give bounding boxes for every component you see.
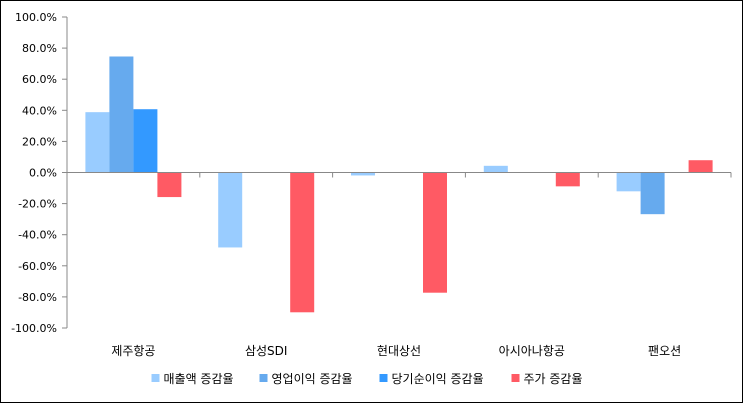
- bar: [423, 172, 447, 293]
- legend-label: 주가 증감율: [524, 372, 583, 386]
- y-tick-label: 60.0%: [22, 73, 57, 86]
- x-tick-label: 팬오션: [648, 344, 681, 358]
- legend-label: 영업이익 증감율: [272, 372, 353, 386]
- bar: [290, 172, 315, 313]
- legend-swatch: [379, 374, 388, 382]
- legend-swatch: [151, 374, 160, 382]
- bar: [133, 109, 158, 173]
- y-tick-label: 0.0%: [29, 167, 57, 180]
- bar: [85, 112, 110, 173]
- bars: [85, 56, 713, 313]
- legend-swatch: [259, 374, 268, 382]
- x-tick-label: 제주항공: [111, 344, 155, 358]
- y-tick-label: -60.0%: [18, 260, 57, 273]
- y-tick-label: -40.0%: [18, 229, 57, 242]
- y-tick-label: -20.0%: [18, 198, 57, 211]
- bar: [157, 172, 182, 198]
- legend: 매출액 증감율 영업이익 증감율 당기순이익 증감율 주가 증감율: [151, 372, 583, 386]
- bar: [109, 56, 134, 173]
- bar: [688, 160, 713, 173]
- bar: [555, 172, 580, 187]
- y-tick-label: -100.0%: [11, 322, 57, 335]
- x-axis-labels: 제주항공 삼성SDI 현대상선 아시아나항공 팬오션: [111, 344, 681, 358]
- legend-label: 매출액 증감율: [164, 372, 234, 386]
- y-tick-label: -80.0%: [18, 291, 57, 304]
- bar: [640, 172, 665, 215]
- legend-label: 당기순이익 증감율: [392, 372, 484, 386]
- bar: [483, 165, 508, 173]
- y-tick-label: 100.0%: [15, 11, 57, 24]
- y-tick-label: 20.0%: [22, 135, 57, 148]
- x-tick-label: 현대상선: [377, 344, 421, 358]
- bar: [351, 172, 375, 176]
- bar: [616, 172, 641, 192]
- y-tick-label: 40.0%: [22, 104, 57, 117]
- y-tick-label: 80.0%: [22, 42, 57, 55]
- legend-swatch: [511, 374, 520, 382]
- x-tick-label: 삼성SDI: [245, 344, 287, 358]
- x-tick-label: 아시아나항공: [499, 344, 565, 358]
- y-axis-ticks: 100.0% 80.0% 60.0% 40.0% 20.0% 0.0% -20.0% -40.…: [11, 11, 67, 335]
- bar: [218, 172, 243, 248]
- axes: [66, 17, 732, 328]
